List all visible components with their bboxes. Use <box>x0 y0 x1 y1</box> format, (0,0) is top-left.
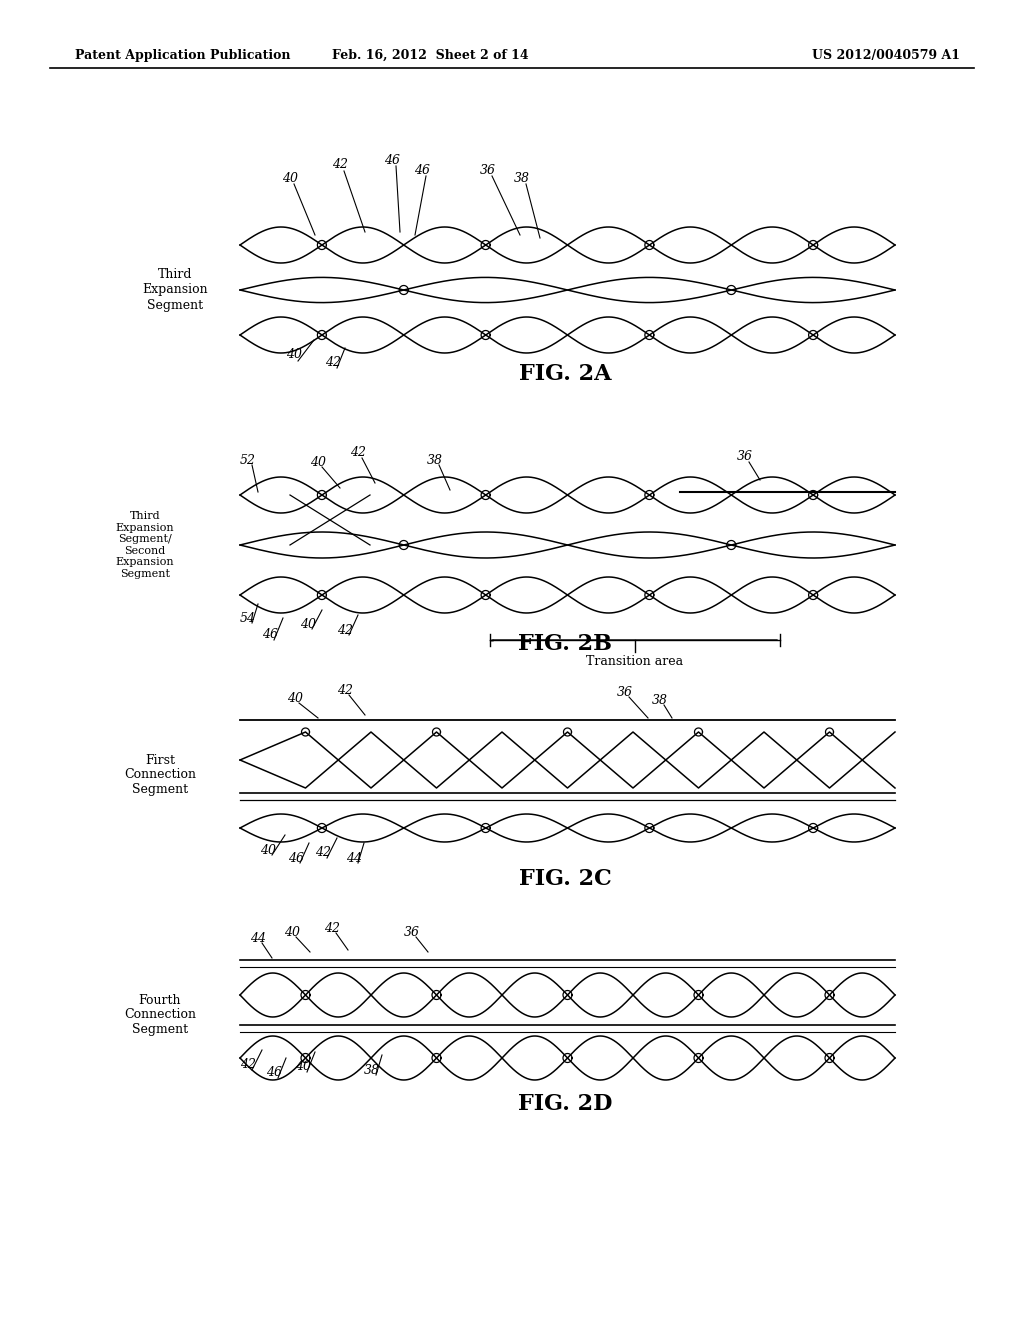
Text: Third
Expansion
Segment/
Second
Expansion
Segment: Third Expansion Segment/ Second Expansio… <box>116 511 174 579</box>
Text: 42: 42 <box>325 355 341 368</box>
Text: 42: 42 <box>240 1059 256 1072</box>
Text: 40: 40 <box>286 348 302 362</box>
Text: 40: 40 <box>287 692 303 705</box>
Text: US 2012/0040579 A1: US 2012/0040579 A1 <box>812 49 961 62</box>
Text: 42: 42 <box>332 158 348 172</box>
Text: 46: 46 <box>414 164 430 177</box>
Text: 42: 42 <box>350 446 366 459</box>
Text: 40: 40 <box>282 172 298 185</box>
Text: 44: 44 <box>346 851 362 865</box>
Text: 46: 46 <box>262 628 278 642</box>
Text: 46: 46 <box>288 851 304 865</box>
Text: Feb. 16, 2012  Sheet 2 of 14: Feb. 16, 2012 Sheet 2 of 14 <box>332 49 528 62</box>
Text: 36: 36 <box>617 685 633 698</box>
Text: 40: 40 <box>310 455 326 469</box>
Text: 38: 38 <box>427 454 443 466</box>
Text: Transition area: Transition area <box>587 655 684 668</box>
Text: Third
Expansion
Segment: Third Expansion Segment <box>142 268 208 312</box>
Text: 52: 52 <box>240 454 256 466</box>
Text: 44: 44 <box>250 932 266 945</box>
Text: 38: 38 <box>364 1064 380 1077</box>
Text: 36: 36 <box>480 164 496 177</box>
Text: 54: 54 <box>240 611 256 624</box>
Text: 38: 38 <box>514 172 530 185</box>
Text: 36: 36 <box>404 925 420 939</box>
Text: 42: 42 <box>337 623 353 636</box>
Text: 42: 42 <box>324 921 340 935</box>
Text: 38: 38 <box>652 693 668 706</box>
Text: FIG. 2C: FIG. 2C <box>518 869 611 890</box>
Text: Fourth
Connection
Segment: Fourth Connection Segment <box>124 994 196 1036</box>
Text: 46: 46 <box>266 1067 282 1080</box>
Text: FIG. 2B: FIG. 2B <box>518 634 612 655</box>
Text: First
Connection
Segment: First Connection Segment <box>124 754 196 796</box>
Text: Patent Application Publication: Patent Application Publication <box>75 49 291 62</box>
Text: 36: 36 <box>737 450 753 463</box>
Text: 40: 40 <box>295 1060 311 1073</box>
Text: 40: 40 <box>260 843 276 857</box>
Text: 42: 42 <box>315 846 331 859</box>
Text: 40: 40 <box>284 925 300 939</box>
Text: FIG. 2D: FIG. 2D <box>518 1093 612 1115</box>
Text: FIG. 2A: FIG. 2A <box>519 363 611 385</box>
Text: 46: 46 <box>384 153 400 166</box>
Text: 42: 42 <box>337 684 353 697</box>
Text: 40: 40 <box>300 618 316 631</box>
